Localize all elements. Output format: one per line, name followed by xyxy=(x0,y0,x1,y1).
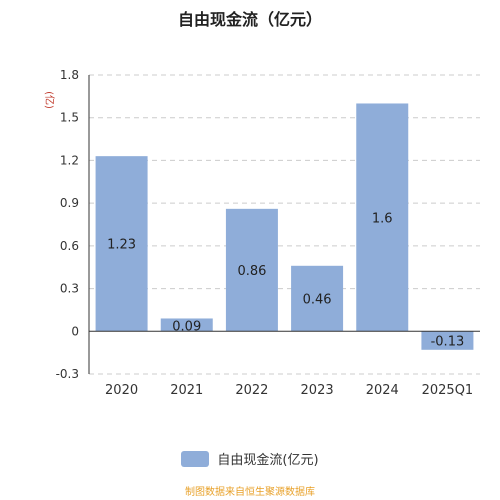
data-label: 0.46 xyxy=(303,293,332,308)
y-tick-label: 0 xyxy=(71,324,79,338)
x-tick-label: 2020 xyxy=(105,383,138,398)
x-tick-label: 2023 xyxy=(301,383,334,398)
y-tick-label: -0.3 xyxy=(56,367,79,381)
bar xyxy=(421,331,474,350)
y-tick-label: 0.9 xyxy=(60,196,79,210)
bar xyxy=(291,265,344,332)
bar xyxy=(356,103,409,332)
y-tick-label: 1.2 xyxy=(60,153,79,167)
data-label: 0.86 xyxy=(237,264,266,279)
legend-label: 自由现金流(亿元) xyxy=(217,453,319,468)
data-label: 1.23 xyxy=(107,238,136,253)
data-label: 1.6 xyxy=(372,211,393,226)
y-tick-label: 0.3 xyxy=(60,282,79,296)
legend-swatch xyxy=(181,450,210,467)
bar xyxy=(95,156,148,332)
y-tick-label: 0.6 xyxy=(60,239,79,253)
source-note: 制图数据来自恒生聚源数据库 xyxy=(185,487,315,498)
legend: 自由现金流(亿元) xyxy=(0,449,500,468)
bar xyxy=(225,208,278,332)
data-label: -0.13 xyxy=(431,334,465,349)
x-tick-label: 2024 xyxy=(366,383,399,398)
y-tick-label: 1.5 xyxy=(60,111,79,125)
x-tick-label: 2021 xyxy=(170,383,203,398)
y-tick-label: 1.8 xyxy=(60,68,79,82)
x-tick-label: 2022 xyxy=(235,383,268,398)
data-label: 0.09 xyxy=(172,319,201,334)
chart-title: 自由现金流（亿元） xyxy=(177,10,322,29)
y-axis-label: (亿) xyxy=(43,91,56,109)
bar xyxy=(160,318,213,332)
x-tick-label: 2025Q1 xyxy=(422,383,474,398)
